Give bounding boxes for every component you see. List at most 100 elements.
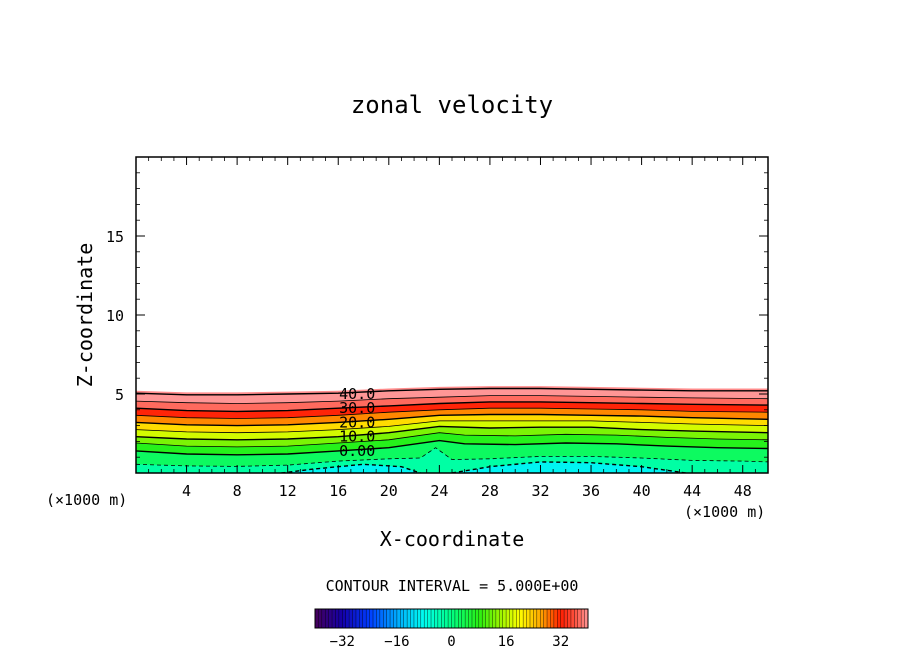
contour-label: 30.0 (339, 399, 375, 417)
colorbar-cell (352, 609, 357, 628)
colorbar-cell (321, 609, 326, 628)
colorbar-cell (570, 609, 575, 628)
contour-line (136, 413, 768, 427)
fill-band-top (136, 386, 768, 395)
x-unit-label-left: (×1000 m) (46, 491, 127, 509)
colorbar-cell (482, 609, 486, 628)
colorbar-cell (400, 609, 405, 628)
colorbar-cell (560, 609, 565, 628)
colorbar-cell (427, 609, 432, 628)
colorbar-cell (444, 609, 449, 628)
fill-band-negative (281, 464, 421, 473)
x-tick-label: 24 (430, 482, 448, 500)
contour-line (281, 463, 421, 473)
colorbar-tick-label: 0 (447, 634, 455, 650)
colorbar-cell (373, 609, 377, 628)
contour-line (451, 461, 686, 473)
colorbar-cell (403, 609, 408, 628)
colorbar-cell (540, 609, 544, 628)
colorbar-cell (543, 609, 548, 628)
colorbar-cell (574, 609, 579, 628)
colorbar-cell (564, 609, 568, 628)
colorbar-cell (390, 609, 394, 628)
contour-line (136, 401, 768, 413)
colorbar-cell (328, 609, 333, 628)
contour-interval-text: CONTOUR INTERVAL = 5.000E+00 (326, 577, 579, 595)
colorbar-tick-label: −32 (330, 634, 355, 650)
x-tick-label: 20 (380, 482, 398, 500)
x-tick-label: 4 (182, 482, 191, 500)
colorbar-cell (410, 609, 415, 628)
colorbar-cell (506, 609, 510, 628)
colorbar-cell (451, 609, 456, 628)
colorbar-cell (458, 609, 463, 628)
colorbar-cell (489, 609, 493, 628)
colorbar-cell (550, 609, 555, 628)
x-unit-label-right: (×1000 m) (684, 503, 765, 521)
colorbar-cell (502, 609, 507, 628)
y-tick-label: 5 (115, 386, 124, 404)
colorbar-cell (523, 609, 527, 628)
colorbar-cell (342, 609, 347, 628)
colorbar-cell (533, 609, 538, 628)
colorbar-cell (509, 609, 514, 628)
colorbar-cell (383, 609, 387, 628)
colorbar-tick-label: 16 (498, 634, 515, 650)
y-tick-label: 10 (106, 307, 124, 325)
x-tick-label: 48 (734, 482, 752, 500)
colorbar-cell (499, 609, 503, 628)
colorbar-frame (314, 608, 589, 629)
colorbar-cell (349, 609, 353, 628)
contour-line (136, 407, 768, 419)
colorbar-cell (485, 609, 490, 628)
colorbar-cell (359, 609, 364, 628)
contour-label: 20.0 (339, 413, 375, 431)
contour-line (136, 387, 768, 396)
x-tick-label: 36 (582, 482, 600, 500)
contour-line (136, 439, 768, 456)
x-axis-label: X-coordinate (380, 527, 525, 551)
colorbar-cell (536, 609, 541, 628)
colorbar-cell (413, 609, 418, 628)
colorbar-cell (355, 609, 360, 628)
colorbar-cell (376, 609, 381, 628)
colorbar-tick-label: −16 (384, 634, 409, 650)
x-tick-label: 8 (233, 482, 242, 500)
x-tick-label: 44 (683, 482, 701, 500)
colorbar-tick-label: 32 (552, 634, 569, 650)
colorbar-cell (386, 609, 391, 628)
colorbar (314, 609, 589, 628)
colorbar-cell (417, 609, 422, 628)
colorbar-cell (557, 609, 561, 628)
colorbar-cell (420, 609, 425, 628)
x-tick-label: 32 (531, 482, 549, 500)
colorbar-cell (325, 609, 329, 628)
colorbar-cell (492, 609, 497, 628)
colorbar-cell (468, 609, 473, 628)
colorbar-cell (362, 609, 367, 628)
colorbar-cell (345, 609, 350, 628)
x-tick-label: 40 (633, 482, 651, 500)
colorbar-cell (437, 609, 442, 628)
y-axis-label: Z-coordinate (73, 243, 97, 388)
colorbar-cell (424, 609, 428, 628)
contour-line (136, 420, 768, 434)
y-tick-label: 15 (106, 228, 124, 246)
contour-line (136, 425, 768, 441)
x-tick-label: 16 (329, 482, 347, 500)
chart-title: zonal velocity (351, 91, 553, 119)
colorbar-cell (519, 609, 524, 628)
x-tick-label: 12 (279, 482, 297, 500)
colorbar-cell (407, 609, 411, 628)
colorbar-cell (567, 609, 572, 628)
colorbar-cell (516, 609, 521, 628)
colorbar-cell (577, 609, 582, 628)
colorbar-cell (396, 609, 401, 628)
colorbar-cell (526, 609, 531, 628)
colorbar-cell (454, 609, 459, 628)
colorbar-cell (393, 609, 398, 628)
colorbar-cell (448, 609, 452, 628)
colorbar-cell (471, 609, 476, 628)
colorbar-cell (434, 609, 439, 628)
